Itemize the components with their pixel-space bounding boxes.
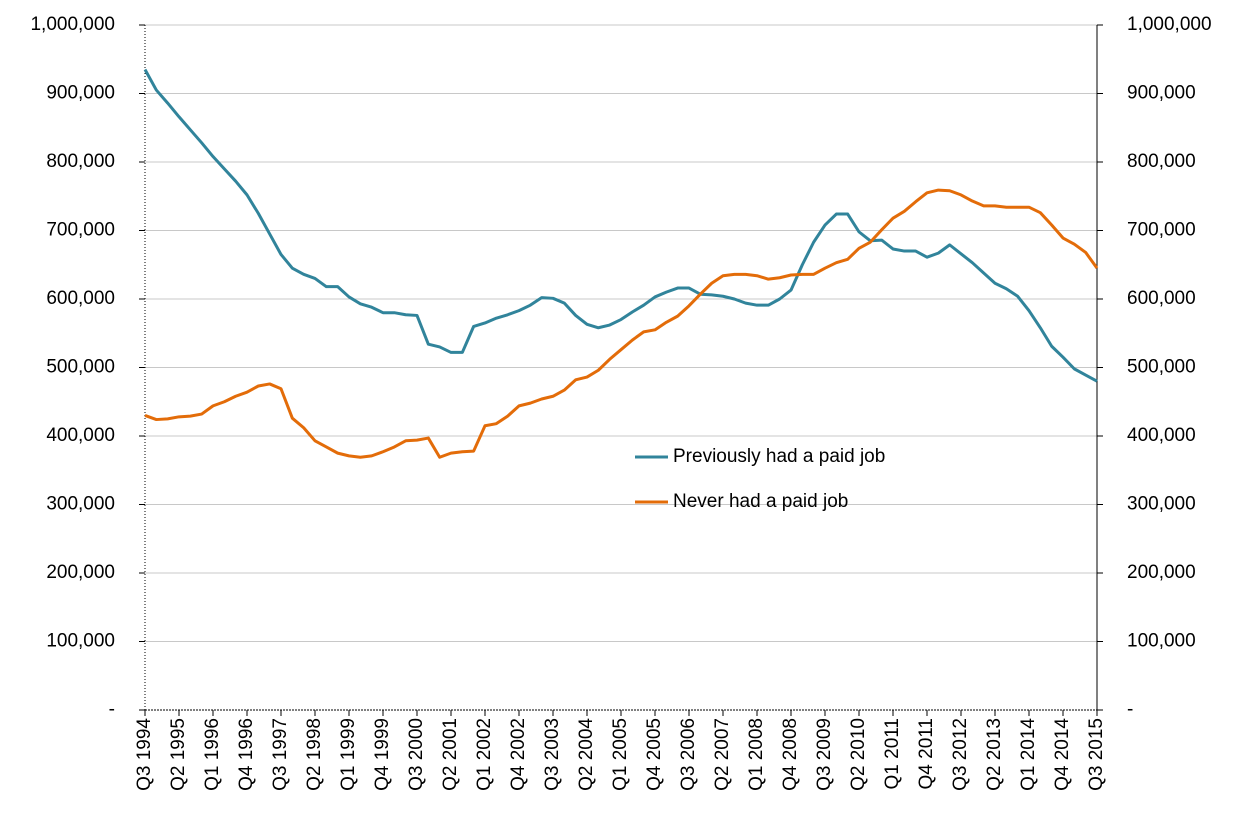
- y-tick-label: 200,000: [46, 562, 115, 583]
- x-tick-label: Q4 2005: [644, 718, 665, 791]
- x-tick-label: Q3 2015: [1086, 718, 1107, 791]
- y-tick-label: -: [109, 699, 115, 720]
- x-tick-label: Q3 1994: [134, 718, 155, 791]
- x-tick-label: Q1 2002: [474, 718, 495, 791]
- y-tick-label: 400,000: [46, 425, 115, 446]
- y-tick-label: 300,000: [46, 494, 115, 515]
- x-tick-label: Q3 2003: [542, 718, 563, 791]
- x-tick-label: Q1 2011: [882, 718, 903, 789]
- x-tick-label: Q4 2011: [916, 718, 937, 789]
- y-tick-label: 800,000: [46, 151, 115, 172]
- y2-tick-label: 900,000: [1127, 83, 1196, 104]
- x-tick-label: Q4 2008: [780, 718, 801, 791]
- y2-tick-label: 600,000: [1127, 288, 1196, 309]
- x-tick-label: Q2 1995: [168, 718, 189, 791]
- x-tick-label: Q2 2007: [712, 718, 733, 791]
- x-tick-label: Q3 2000: [406, 718, 427, 791]
- x-tick-label: Q4 1999: [372, 718, 393, 791]
- x-tick-label: Q2 2004: [576, 718, 597, 791]
- series-line: [144, 188, 1099, 459]
- y-tick-label: 600,000: [46, 288, 115, 309]
- y2-tick-label: 200,000: [1127, 562, 1196, 583]
- y2-tick-label: -: [1127, 699, 1133, 720]
- y2-tick-label: 800,000: [1127, 151, 1196, 172]
- x-tick-label: Q2 1998: [304, 718, 325, 791]
- x-tick-label: Q4 2002: [508, 718, 529, 791]
- y-tick-label: 700,000: [46, 220, 115, 241]
- x-tick-label: Q1 2014: [1018, 718, 1039, 791]
- x-tick-label: Q1 2005: [610, 718, 631, 791]
- y2-tick-label: 300,000: [1127, 494, 1196, 515]
- y-tick-label: 900,000: [46, 83, 115, 104]
- y-tick-label: 500,000: [46, 357, 115, 378]
- x-tick-label: Q1 1999: [338, 718, 359, 791]
- x-tick-label: Q3 1997: [270, 718, 291, 791]
- x-tick-label: Q1 1996: [202, 718, 223, 791]
- x-tick-label: Q2 2001: [440, 718, 461, 791]
- x-tick-label: Q3 2009: [814, 718, 835, 791]
- x-tick-label: Q1 2008: [746, 718, 767, 791]
- y2-tick-label: 400,000: [1127, 425, 1196, 446]
- x-tick-label: Q2 2013: [984, 718, 1005, 791]
- y-tick-label: 100,000: [46, 631, 115, 652]
- legend-label: Never had a paid job: [673, 491, 848, 512]
- y2-tick-label: 100,000: [1127, 631, 1196, 652]
- x-tick-label: Q4 1996: [236, 718, 257, 791]
- x-tick-label: Q3 2012: [950, 718, 971, 791]
- legend-label: Previously had a paid job: [673, 446, 885, 467]
- y2-tick-label: 700,000: [1127, 220, 1196, 241]
- y-tick-label: 1,000,000: [30, 14, 115, 35]
- y2-tick-label: 1,000,000: [1127, 14, 1212, 35]
- x-tick-label: Q4 2014: [1052, 718, 1073, 791]
- x-tick-label: Q3 2006: [678, 718, 699, 791]
- series-line: [143, 68, 1098, 383]
- x-tick-label: Q2 2010: [848, 718, 869, 791]
- y2-tick-label: 500,000: [1127, 357, 1196, 378]
